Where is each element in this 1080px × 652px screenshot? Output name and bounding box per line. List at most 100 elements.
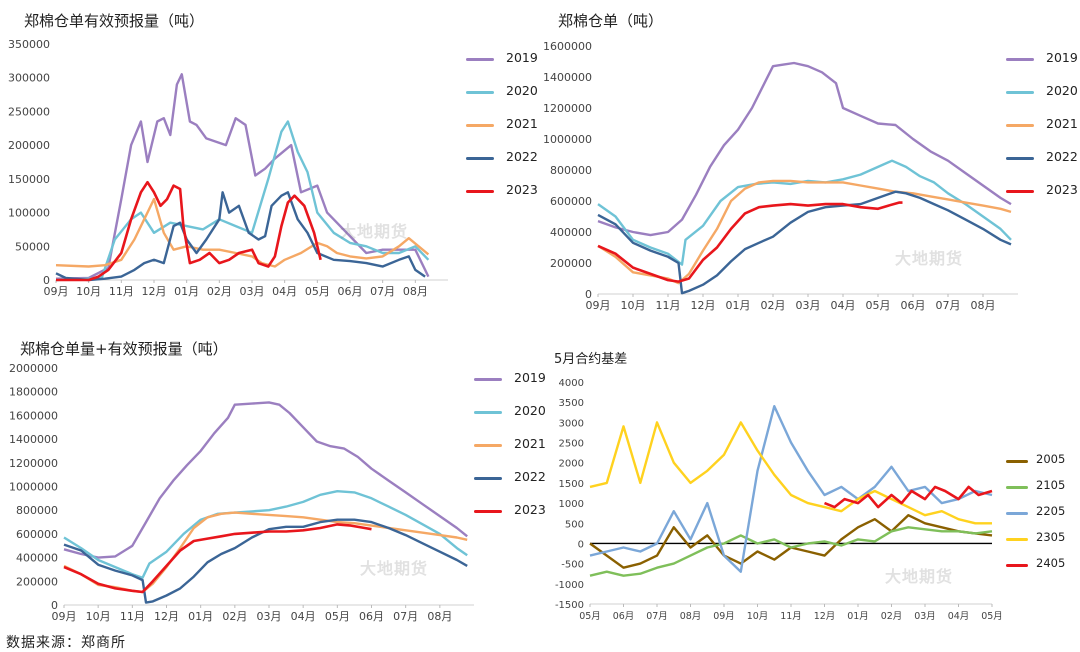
y-tick-label: 1600000 — [9, 409, 58, 422]
x-tick-label: 06月 — [359, 610, 384, 623]
legend-label: 2020 — [506, 83, 538, 98]
legend-label: 2019 — [514, 370, 546, 385]
legend-swatch — [1006, 486, 1028, 489]
legend-swatch — [1006, 91, 1034, 94]
legend-swatch — [466, 58, 494, 61]
legend-label: 2023 — [514, 502, 546, 517]
legend-swatch — [1006, 58, 1034, 61]
legend-swatch — [466, 124, 494, 127]
y-tick-label: 200000 — [8, 139, 50, 152]
y-tick-label: 1200000 — [543, 102, 592, 115]
chart-warehouse-forecast: 郑棉仓单有效预报量（吨） 0 50000 100000 150000 200000 250… — [0, 0, 540, 330]
y-tick-label: -1500 — [555, 600, 584, 611]
y-tick-label: -500 — [561, 560, 584, 571]
legend-swatch — [474, 444, 502, 447]
chart-warehouse-receipts: 郑棉仓单（吨） 0 200000 400000 600000 800000 1000000… — [540, 0, 1080, 330]
x-tick-label: 02月 — [761, 299, 786, 312]
legend-label: 2405 — [1036, 556, 1066, 570]
legend-swatch — [474, 378, 502, 381]
x-tick-label: 04月 — [831, 299, 856, 312]
x-tick-label: 11月 — [120, 610, 145, 623]
series-line-2022 — [63, 518, 468, 604]
x-tick-label: 10月 — [621, 299, 646, 312]
y-tick-label: 4000 — [559, 378, 584, 389]
x-tick-label: 09月 — [44, 285, 69, 298]
x-tick-label: 11月 — [780, 611, 802, 622]
series-line-2023 — [597, 201, 903, 283]
legend-swatch — [474, 477, 502, 480]
legend-label: 2020 — [514, 403, 546, 418]
legend-label: 2005 — [1036, 452, 1066, 466]
y-tick-label: 1000000 — [543, 133, 592, 146]
data-source-note: 数据来源：郑商所 — [6, 635, 126, 651]
x-tick-label: 08月 — [427, 610, 452, 623]
chart-receipts-plus-forecast: 郑棉仓单量+有效预报量（吨） 0 200000 400000 600000 800000… — [0, 330, 546, 630]
x-tick-label: 03月 — [240, 285, 265, 298]
x-tick-label: 01月 — [726, 299, 751, 312]
x-tick-label: 03月 — [796, 299, 821, 312]
x-tick-label: 08月 — [971, 299, 996, 312]
x-tick-label: 05月 — [981, 611, 1003, 622]
series-line-2405 — [824, 485, 993, 509]
series-line-2020 — [55, 120, 430, 282]
legend-swatch — [1006, 512, 1028, 515]
x-tick-label: 07月 — [393, 610, 418, 623]
watermark: 大地期货 — [340, 222, 409, 241]
legend-swatch — [474, 411, 502, 414]
y-tick-label: 400000 — [16, 552, 58, 565]
x-tick-label: 11月 — [109, 285, 134, 298]
x-tick-label: 05月 — [305, 285, 330, 298]
x-tick-label: 01月 — [188, 610, 213, 623]
watermark: 大地期货 — [360, 559, 429, 578]
legend-label: 2021 — [1046, 116, 1078, 131]
x-tick-label: 07月 — [370, 285, 395, 298]
y-tick-label: 600000 — [16, 528, 58, 541]
legend-label: 2205 — [1036, 504, 1066, 518]
legend-swatch — [1006, 157, 1034, 160]
watermark: 大地期货 — [885, 567, 954, 586]
chart-title: 郑棉仓单量+有效预报量（吨） — [20, 340, 228, 358]
legend-swatch — [1006, 538, 1028, 541]
x-tick-label: 12月 — [142, 285, 167, 298]
x-tick-label: 05月 — [325, 610, 350, 623]
y-tick-label: 3000 — [559, 418, 584, 429]
x-tick-label: 01月 — [847, 611, 869, 622]
y-tick-label: 200000 — [16, 575, 58, 588]
x-tick-label: 10月 — [76, 285, 101, 298]
series-line-2020 — [63, 489, 468, 579]
legend-swatch — [1006, 190, 1034, 193]
series-line-2305 — [589, 421, 992, 525]
x-tick-label: 05月 — [866, 299, 891, 312]
y-tick-label: 1000000 — [9, 481, 58, 494]
x-tick-label: 06月 — [613, 611, 635, 622]
legend-swatch — [1006, 460, 1028, 463]
legend-label: 2022 — [514, 469, 546, 484]
x-tick-label: 03月 — [257, 610, 282, 623]
legend-label: 2023 — [1046, 182, 1078, 197]
legend-label: 2023 — [506, 182, 538, 197]
y-tick-label: 200000 — [550, 257, 592, 270]
y-tick-label: 2500 — [559, 439, 584, 450]
series-line-2020 — [597, 159, 1012, 266]
legend-swatch — [466, 190, 494, 193]
x-tick-label: 09月 — [586, 299, 611, 312]
x-tick-label: 07月 — [936, 299, 961, 312]
series-line-2019 — [597, 61, 1012, 237]
y-tick-label: 1500 — [559, 479, 584, 490]
y-tick-label: 1400000 — [543, 71, 592, 84]
series-line-2205 — [589, 404, 993, 573]
chart-title: 5月合约基差 — [554, 352, 628, 367]
x-tick-label: 05月 — [579, 611, 601, 622]
x-tick-label: 11月 — [656, 299, 681, 312]
y-tick-label: 400000 — [550, 226, 592, 239]
x-tick-label: 06月 — [338, 285, 363, 298]
y-tick-label: 800000 — [550, 164, 592, 177]
y-tick-label: 250000 — [8, 105, 50, 118]
legend-swatch — [1006, 124, 1034, 127]
y-tick-label: 300000 — [8, 72, 50, 85]
x-tick-label: 02月 — [207, 285, 232, 298]
x-tick-label: 08月 — [403, 285, 428, 298]
x-tick-label: 04月 — [948, 611, 970, 622]
chart-title: 郑棉仓单（吨） — [558, 12, 664, 30]
x-tick-label: 09月 — [713, 611, 735, 622]
